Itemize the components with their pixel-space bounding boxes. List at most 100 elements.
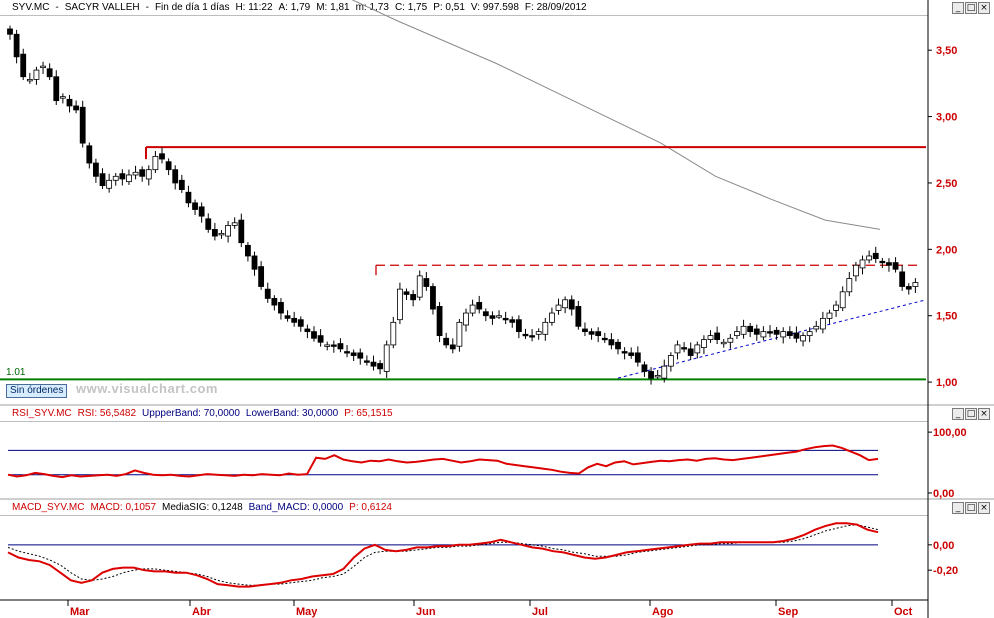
- panel-separator[interactable]: [0, 404, 994, 406]
- price-candle: [886, 258, 892, 272]
- candle-body-down: [615, 341, 621, 350]
- price-candle: [833, 300, 839, 317]
- price-candle: [535, 328, 542, 340]
- price-candle: [773, 326, 780, 340]
- macd-tick-label: -0,20: [933, 565, 958, 577]
- candle-body-up: [112, 175, 119, 181]
- candle-body-down: [482, 311, 489, 317]
- macd-restore-button[interactable]: □: [965, 502, 977, 514]
- candle-body-down: [879, 260, 886, 264]
- price-candle: [46, 63, 53, 81]
- candle-body-down: [304, 328, 311, 333]
- price-candle: [99, 168, 106, 189]
- candle-body-up: [813, 325, 820, 330]
- price-candle: [509, 316, 516, 328]
- candle-body-up: [806, 331, 813, 337]
- rsi-minimize-button[interactable]: _: [952, 408, 964, 420]
- candle-body-down: [258, 266, 265, 287]
- macd-close-button[interactable]: ×: [978, 502, 990, 514]
- candle-body-down: [449, 344, 456, 350]
- price-candle: [192, 199, 198, 215]
- price-candle: [436, 302, 443, 343]
- price-candle: [53, 70, 60, 106]
- candle-body-up: [839, 291, 846, 309]
- candle-body-down: [681, 347, 687, 350]
- candle-body-down: [178, 179, 185, 190]
- close-button[interactable]: ×: [978, 2, 990, 14]
- month-label: Ago: [652, 606, 674, 618]
- price-candle: [720, 338, 727, 348]
- price-candle: [218, 230, 225, 239]
- price-candle: [132, 165, 139, 180]
- price-candle: [608, 333, 615, 350]
- candle-body-down: [205, 218, 212, 230]
- candle-body-up: [126, 174, 132, 183]
- candle-body-down: [139, 169, 146, 177]
- candle-body-down: [522, 333, 529, 337]
- candle-body-down: [595, 331, 602, 337]
- candle-body-down: [568, 299, 575, 310]
- candle-body-up: [853, 264, 859, 277]
- candle-body-up: [132, 171, 139, 176]
- rsi-close-button[interactable]: ×: [978, 408, 990, 420]
- rsi-upper-band: UppperBand: 70,0000: [142, 408, 240, 419]
- restore-button[interactable]: □: [965, 2, 977, 14]
- panel-separator[interactable]: [0, 498, 994, 500]
- candle-body-down: [886, 262, 892, 266]
- candle-body-up: [456, 321, 463, 347]
- month-label: May: [296, 606, 318, 618]
- price-candle: [800, 332, 806, 347]
- candle-body-down: [211, 229, 218, 237]
- candle-body-down: [245, 244, 251, 257]
- price-candle: [542, 317, 549, 341]
- rsi-tick-label: 100,00: [933, 427, 967, 439]
- candle-body-down: [99, 173, 106, 187]
- rsi-restore-button[interactable]: □: [965, 408, 977, 420]
- candle-body-up: [780, 331, 787, 338]
- price-candle: [363, 355, 370, 366]
- open-label: A: 1,79: [278, 2, 311, 13]
- price-window-buttons: _ □ ×: [952, 2, 990, 16]
- candle-body-up: [324, 344, 331, 347]
- price-candle: [819, 311, 826, 334]
- price-candle: [350, 349, 357, 361]
- candle-body-down: [588, 331, 595, 335]
- last-value-label: 1.01: [6, 367, 26, 378]
- candle-body-down: [892, 262, 899, 270]
- price-candle: [278, 298, 284, 320]
- macd-line: [7, 522, 879, 588]
- candle-body-down: [648, 371, 654, 379]
- price-candle: [297, 316, 304, 332]
- price-candle: [674, 340, 681, 360]
- price-candle: [714, 326, 721, 344]
- macd-minimize-button[interactable]: _: [952, 502, 964, 514]
- macd-signal-line: [7, 524, 879, 586]
- price-panel-header: SYV.MC - SACYR VALLEH - Fin de día 1 días H: …: [0, 0, 928, 16]
- price-candle: [390, 316, 397, 349]
- orders-button[interactable]: Sin órdenes: [6, 384, 68, 398]
- candle-body-up: [106, 179, 113, 189]
- price-candle: [555, 298, 562, 315]
- price-candle: [456, 319, 463, 352]
- minimize-button[interactable]: _: [952, 2, 964, 14]
- price-candle: [899, 265, 906, 291]
- price-candle: [846, 272, 853, 297]
- candle-body-down: [436, 306, 443, 337]
- price-candle: [621, 347, 628, 360]
- price-candle: [529, 329, 535, 342]
- candle-body-up: [555, 304, 562, 311]
- price-candle: [515, 315, 522, 339]
- price-candle: [687, 342, 694, 360]
- candle-body-up: [654, 375, 661, 378]
- candle-body-down: [159, 153, 165, 160]
- candle-body-down: [238, 219, 245, 244]
- candle-body-up: [661, 365, 668, 379]
- price-candle: [615, 338, 621, 355]
- price-candle: [416, 270, 423, 301]
- price-candle: [905, 283, 912, 295]
- price-candle: [449, 338, 456, 354]
- candle-body-up: [152, 155, 159, 171]
- price-candle: [813, 320, 820, 333]
- price-candle: [641, 361, 648, 377]
